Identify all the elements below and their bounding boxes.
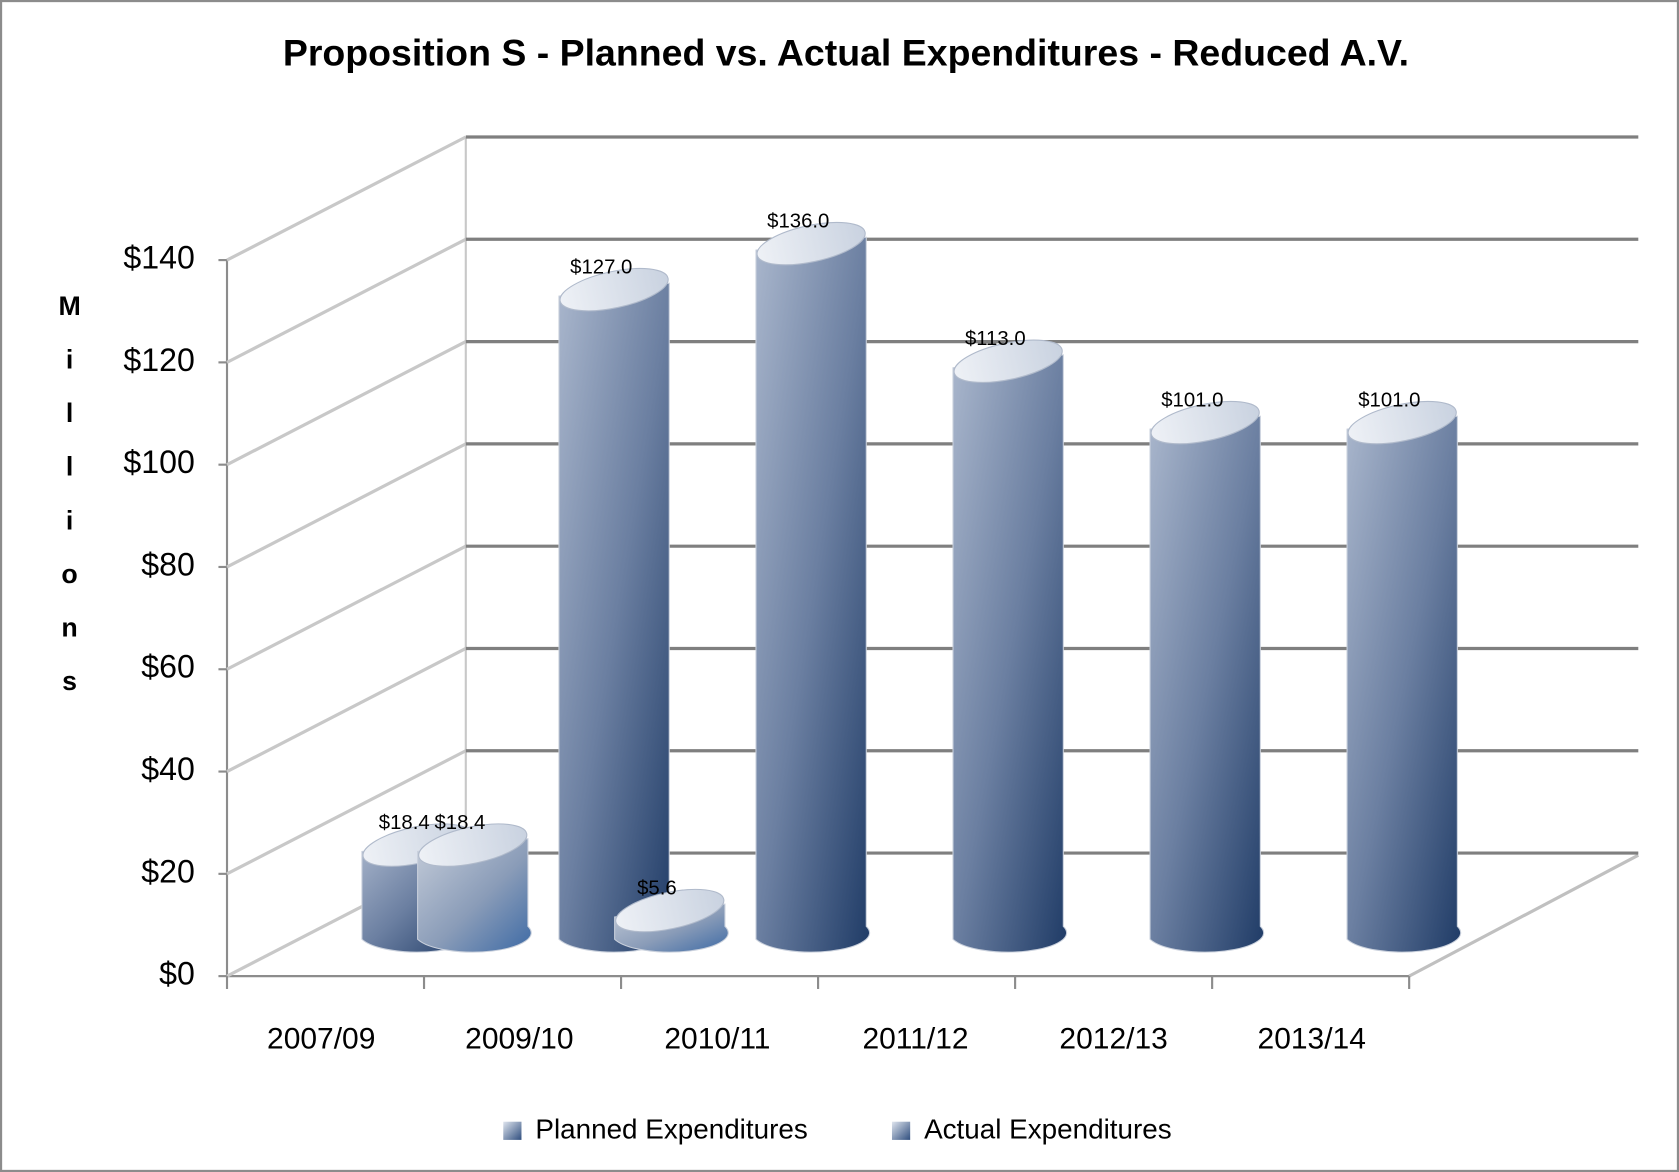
y-tick-label: $140 (123, 240, 194, 276)
y-tick-label: $100 (123, 444, 194, 480)
y-tick-label: $40 (141, 751, 195, 787)
y-tick-label: $120 (123, 342, 194, 378)
value-label: $136.0 (767, 211, 829, 233)
bar (1149, 415, 1265, 953)
y-tick-label: $20 (141, 853, 195, 889)
legend-swatch (891, 1121, 911, 1140)
x-tick-label: 2012/13 (1059, 1022, 1167, 1055)
x-tick-label: 2011/12 (862, 1022, 968, 1055)
bar (1346, 415, 1462, 953)
x-tick-label: 2007/09 (267, 1022, 375, 1055)
value-label: $101.0 (1161, 390, 1223, 412)
value-label: $18.4 (434, 812, 485, 834)
bar-top (1347, 400, 1457, 445)
bar-top (559, 267, 669, 312)
y-axis-label: Millions (55, 291, 85, 719)
value-label: $18.4 (379, 812, 430, 834)
y-tick-label: $60 (141, 649, 195, 685)
value-label: $113.0 (965, 328, 1026, 350)
side-grid-line (226, 544, 467, 671)
legend-label: Planned Expenditures (535, 1114, 807, 1145)
side-grid-line (226, 647, 467, 773)
side-grid-line (226, 442, 467, 569)
bar (558, 282, 674, 953)
legend: Planned Expenditures Actual Expenditures (503, 1114, 1172, 1145)
side-grid-line (226, 340, 467, 467)
legend-label: Actual Expenditures (924, 1114, 1172, 1145)
bar (755, 236, 871, 953)
legend-swatch (503, 1121, 522, 1140)
floor-edge (1408, 853, 1640, 978)
bar-top (615, 888, 725, 933)
value-label: $101.0 (1358, 390, 1420, 412)
bar-top (756, 221, 866, 266)
y-tick-label: $0 (159, 956, 195, 992)
bar-top (953, 339, 1063, 383)
y-tick-label: $80 (141, 546, 195, 582)
x-tick-label: 2010/11 (664, 1022, 770, 1055)
bar (417, 838, 532, 953)
value-label: $5.6 (637, 878, 677, 900)
side-grid-line (226, 237, 467, 364)
side-grid-line (226, 135, 467, 262)
side-grid-line (226, 749, 467, 876)
chart-title: Proposition S - Planned vs. Actual Expen… (283, 32, 1409, 74)
bar (952, 354, 1068, 953)
bar-top (418, 823, 528, 867)
bar-top (1150, 400, 1260, 445)
value-label: $127.0 (570, 257, 632, 279)
x-tick-label: 2009/10 (465, 1022, 573, 1055)
x-tick-label: 2013/14 (1258, 1022, 1366, 1055)
